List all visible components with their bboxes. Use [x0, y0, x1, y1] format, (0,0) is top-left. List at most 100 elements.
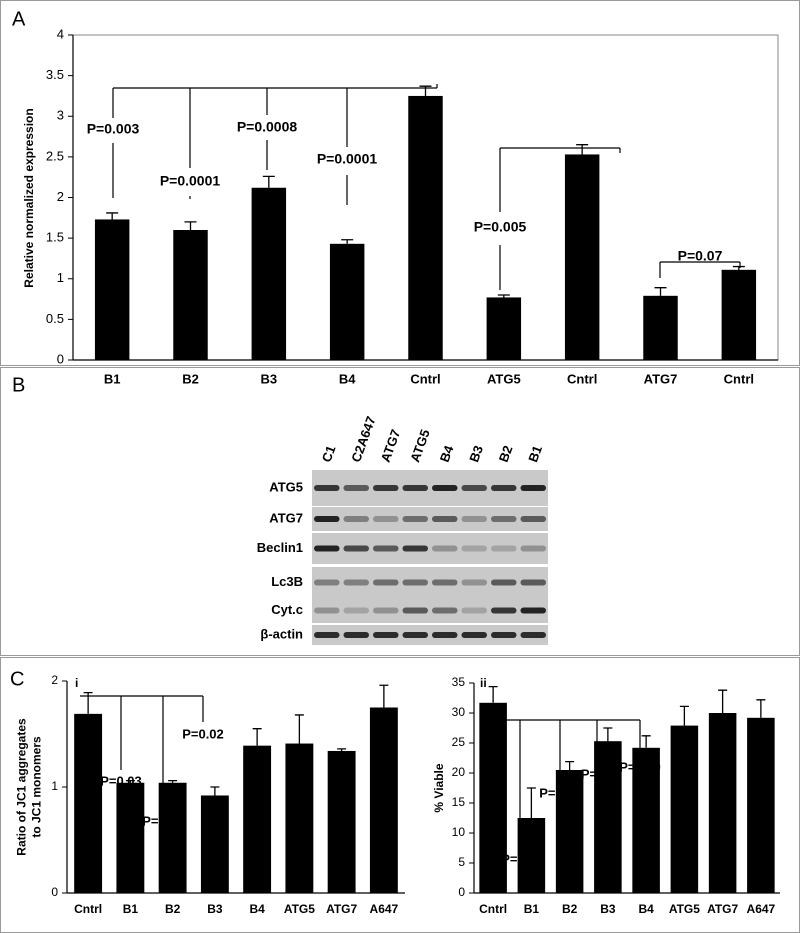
p-value: P=0.03 [100, 773, 142, 788]
y-axis-label: % Viable [432, 763, 446, 812]
lane-label: B3 [466, 443, 486, 464]
bar [708, 713, 737, 893]
y-axis-label: Ratio of JC1 aggregates [15, 718, 29, 856]
bar [594, 741, 622, 893]
row-label: ATG5 [269, 479, 303, 494]
y-tick-label: 2 [51, 673, 58, 687]
error-bar [718, 689, 728, 713]
p-value: P=0.0008 [237, 119, 298, 135]
bar [200, 795, 229, 893]
p-value: P=0.0001 [317, 151, 378, 167]
error-bar [210, 786, 220, 796]
x-tick-label: B3 [600, 902, 616, 916]
blot-band [373, 607, 399, 614]
error-bar [379, 684, 389, 708]
lane-label: C1 [319, 443, 339, 464]
x-tick-label: B4 [638, 902, 654, 916]
error-bar [654, 287, 667, 296]
x-tick-label: B2 [562, 902, 578, 916]
x-tick-label: Cntrl [724, 371, 754, 386]
blot-band [314, 545, 340, 552]
blot-band [520, 579, 546, 586]
x-tick-label: A647 [747, 902, 776, 916]
row-label: β-actin [260, 626, 303, 641]
bar [74, 713, 103, 893]
x-tick-label: B1 [524, 902, 540, 916]
bar [251, 187, 287, 360]
p-value: P=0.02 [182, 726, 224, 741]
bar [285, 743, 314, 893]
bar [564, 154, 600, 360]
error-bar [756, 699, 766, 718]
y-tick-label: 2.5 [46, 148, 64, 163]
blot-band [432, 516, 458, 522]
blot-band [432, 607, 458, 614]
p-value: P=0.03 [142, 813, 184, 828]
blot-band [491, 579, 517, 586]
lane-label: B2 [496, 443, 516, 464]
blot-band [461, 632, 487, 638]
y-tick-label: 0 [51, 885, 58, 899]
blot-band [432, 579, 458, 586]
blot-band [314, 579, 340, 586]
x-tick-label: ATG5 [669, 902, 700, 916]
x-tick-label: Cntrl [410, 371, 440, 386]
y-tick-label: 0 [458, 885, 465, 899]
blot-band [491, 485, 517, 491]
error-bar [679, 705, 689, 726]
y-tick-label: 10 [452, 825, 466, 839]
error-bar [184, 221, 197, 230]
y-axis-label: Relative normalized expression [22, 108, 36, 287]
blot-band [432, 485, 458, 491]
y-tick-label: 1.5 [46, 230, 64, 245]
blot-band [343, 545, 369, 552]
error-bar [576, 144, 589, 155]
bar [94, 219, 130, 360]
blot-band [402, 485, 428, 491]
error-bar [526, 787, 536, 818]
bar [670, 725, 699, 893]
blot-band [520, 485, 546, 491]
bar [173, 230, 208, 360]
error-bar [497, 294, 510, 298]
x-tick-label: B3 [207, 902, 223, 916]
bar [327, 750, 356, 893]
panel-label: C [10, 668, 24, 690]
error-bar [125, 779, 135, 783]
p-value: P=0.1 [581, 766, 615, 781]
blot-band [402, 516, 428, 522]
y-tick-label: 25 [452, 735, 466, 749]
blot-band [314, 607, 340, 614]
error-bar [168, 779, 178, 783]
error-bar [337, 748, 347, 751]
p-value: P=0.09 [619, 759, 661, 774]
bar [555, 770, 584, 893]
blot-band [461, 485, 487, 491]
x-tick-label: B1 [123, 902, 139, 916]
bar [329, 243, 365, 360]
x-tick-label: B1 [104, 371, 121, 386]
error-bar [603, 727, 613, 742]
blot-band [343, 485, 369, 491]
y-tick-label: 5 [458, 855, 465, 869]
bar [643, 295, 678, 360]
x-tick-label: ATG7 [326, 902, 357, 916]
lane-label: B1 [525, 443, 545, 464]
blot-band [491, 545, 517, 552]
x-tick-label: B4 [339, 371, 356, 386]
blot-band [343, 516, 369, 522]
row-label: Cyt.c [271, 602, 303, 617]
x-tick-label: Cntrl [479, 902, 507, 916]
x-tick-label: ATG7 [644, 371, 678, 386]
blot-band [314, 632, 340, 638]
blot-band [461, 545, 487, 552]
blot-band [343, 579, 369, 586]
y-tick-label: 1 [51, 779, 58, 793]
p-value: P=0.005 [474, 219, 527, 235]
panel-label: B [12, 374, 25, 396]
blot-band [461, 579, 487, 586]
y-tick-label: 4 [57, 26, 64, 41]
blot-band [373, 485, 399, 491]
sub-label: i [75, 676, 78, 690]
y-axis-label: to JC1 monomers [30, 736, 44, 838]
